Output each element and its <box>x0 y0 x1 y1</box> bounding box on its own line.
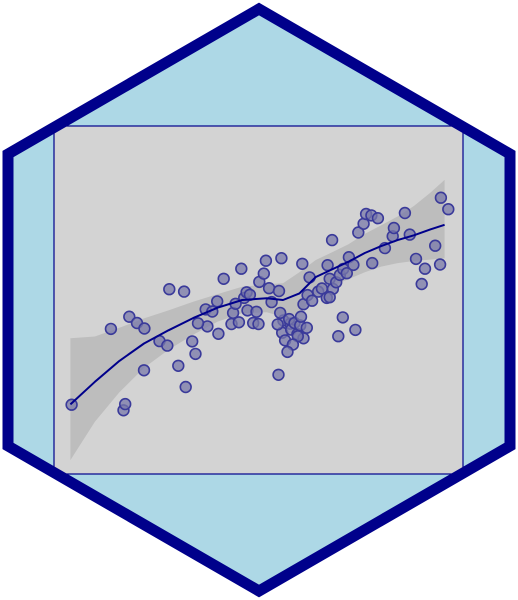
scatter-point <box>296 257 309 270</box>
scatter-point <box>272 368 285 381</box>
scatter-point <box>163 283 176 296</box>
smooth-line-layer <box>69 223 445 406</box>
scatter-point <box>259 254 273 267</box>
scatter-point <box>104 322 118 336</box>
scatter-point <box>212 327 225 340</box>
scatter-point <box>137 364 151 377</box>
scatter-point <box>189 347 202 361</box>
scatter-point <box>161 339 174 352</box>
scatter-point <box>371 212 385 225</box>
scatter-point <box>281 345 294 359</box>
scatter-point <box>191 317 205 330</box>
scatter-point <box>387 221 401 235</box>
scatter-point <box>211 295 224 308</box>
smooth-line <box>69 223 445 406</box>
scatter-point <box>349 323 362 337</box>
scatter-point <box>138 322 151 335</box>
scatter-point <box>179 380 192 394</box>
confidence-band-layer <box>70 179 445 461</box>
scatter-point <box>415 277 428 291</box>
scatter-point <box>323 291 336 304</box>
scatter-point <box>271 318 284 331</box>
scatter-point <box>398 206 412 220</box>
confidence-band <box>70 179 445 461</box>
scatter-point <box>332 330 345 343</box>
scatter-point <box>274 306 287 320</box>
scatter-points-layer <box>65 191 455 417</box>
scatter-point <box>232 316 246 329</box>
scatter-point <box>294 310 308 323</box>
scatter-point <box>252 317 265 331</box>
scatter-point <box>366 256 379 270</box>
scatter-point <box>434 191 448 204</box>
scatter-point <box>235 262 248 275</box>
scatter-point <box>352 226 365 239</box>
scatter-point <box>409 252 423 266</box>
scatter-point <box>429 239 442 252</box>
scatter-point <box>418 262 432 275</box>
scatter-point <box>275 252 288 265</box>
scatter-point <box>325 233 339 247</box>
scatter-point <box>186 335 199 348</box>
scatter-point <box>303 271 316 284</box>
scatter-point <box>217 272 230 285</box>
scatter-point <box>257 267 270 280</box>
scatter-point <box>177 285 191 298</box>
scatter-point <box>433 258 447 271</box>
scatter-point <box>272 284 286 298</box>
scatter-point <box>336 311 349 324</box>
scatter-point <box>340 267 353 280</box>
scatter-point <box>442 203 455 216</box>
scatter-point <box>118 397 132 411</box>
scatter-point <box>305 294 319 307</box>
scatter-point <box>172 359 185 372</box>
scatter-point <box>250 305 263 318</box>
scatter-point <box>300 321 313 334</box>
